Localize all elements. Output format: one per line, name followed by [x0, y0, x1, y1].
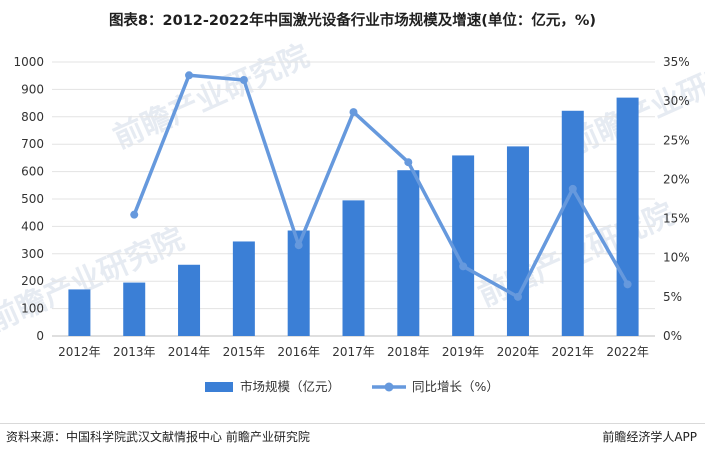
x-tick-label: 2013年 [113, 345, 156, 359]
line-point [294, 241, 303, 250]
line-point [404, 158, 413, 167]
bar [561, 110, 584, 336]
y-left-tick-label: 300 [21, 247, 44, 261]
legend-swatch-bar [205, 382, 233, 392]
line-point [459, 262, 468, 271]
line-point [513, 292, 522, 301]
y-right-tick-label: 5% [663, 290, 682, 304]
x-tick-label: 2016年 [277, 345, 320, 359]
legend-label: 市场规模（亿元） [240, 379, 340, 394]
y-right-tick-label: 15% [663, 212, 690, 226]
bar [397, 170, 420, 336]
y-left-tick-label: 100 [21, 302, 44, 316]
bar [68, 289, 91, 336]
line-point [623, 280, 632, 289]
x-tick-label: 2017年 [332, 345, 375, 359]
y-right-tick-label: 20% [663, 172, 690, 186]
bar [342, 200, 365, 336]
y-left-tick-label: 1000 [13, 55, 44, 69]
x-tick-label: 2012年 [58, 345, 101, 359]
legend-label: 同比增长（%） [412, 379, 499, 394]
line-point [130, 210, 139, 219]
bar [506, 146, 529, 336]
x-tick-label: 2014年 [168, 345, 211, 359]
x-tick-label: 2020年 [497, 345, 540, 359]
bar [232, 241, 255, 336]
bar [616, 97, 639, 337]
y-right-tick-label: 10% [663, 251, 690, 265]
x-tick-label: 2015年 [223, 345, 266, 359]
y-right-tick-label: 0% [663, 329, 682, 343]
legend-swatch-marker [384, 382, 394, 392]
y-left-tick-label: 900 [21, 82, 44, 96]
footer-source: 资料来源：中国科学院武汉文献情报中心 前瞻产业研究院 [6, 430, 310, 444]
x-tick-label: 2018年 [387, 345, 430, 359]
y-left-tick-label: 700 [21, 137, 44, 151]
footer-divider [0, 423, 705, 424]
series-line [132, 73, 630, 299]
x-tick-label: 2021年 [551, 345, 594, 359]
bar [123, 282, 146, 336]
bar [452, 155, 475, 336]
footer-brand: 前瞻经济学人APP [602, 430, 697, 444]
y-left-tick-label: 400 [21, 219, 44, 233]
y-left-tick-label: 200 [21, 274, 44, 288]
y-right-tick-label: 30% [663, 94, 690, 108]
line-point [568, 184, 577, 193]
y-left-tick-label: 0 [36, 329, 44, 343]
x-tick-label: 2019年 [442, 345, 485, 359]
chart: 0 100 200 300 400 500 600 700 800 900 1000 0% 5% 10% 1… [13, 55, 690, 394]
line-point [185, 71, 194, 80]
y-right-tick-label: 35% [663, 55, 690, 69]
bar [287, 230, 310, 336]
y-left-tick-label: 600 [21, 165, 44, 179]
line-point [349, 108, 358, 117]
x-tick-label: 2022年 [606, 345, 649, 359]
line-point [239, 76, 248, 85]
y-right-tick-label: 25% [663, 133, 690, 147]
chart-title: 图表8：2012-2022年中国激光设备行业市场规模及增速(单位：亿元，%) [108, 13, 597, 29]
y-left-tick-label: 500 [21, 192, 44, 206]
y-left-tick-label: 800 [21, 110, 44, 124]
bar [178, 264, 201, 336]
